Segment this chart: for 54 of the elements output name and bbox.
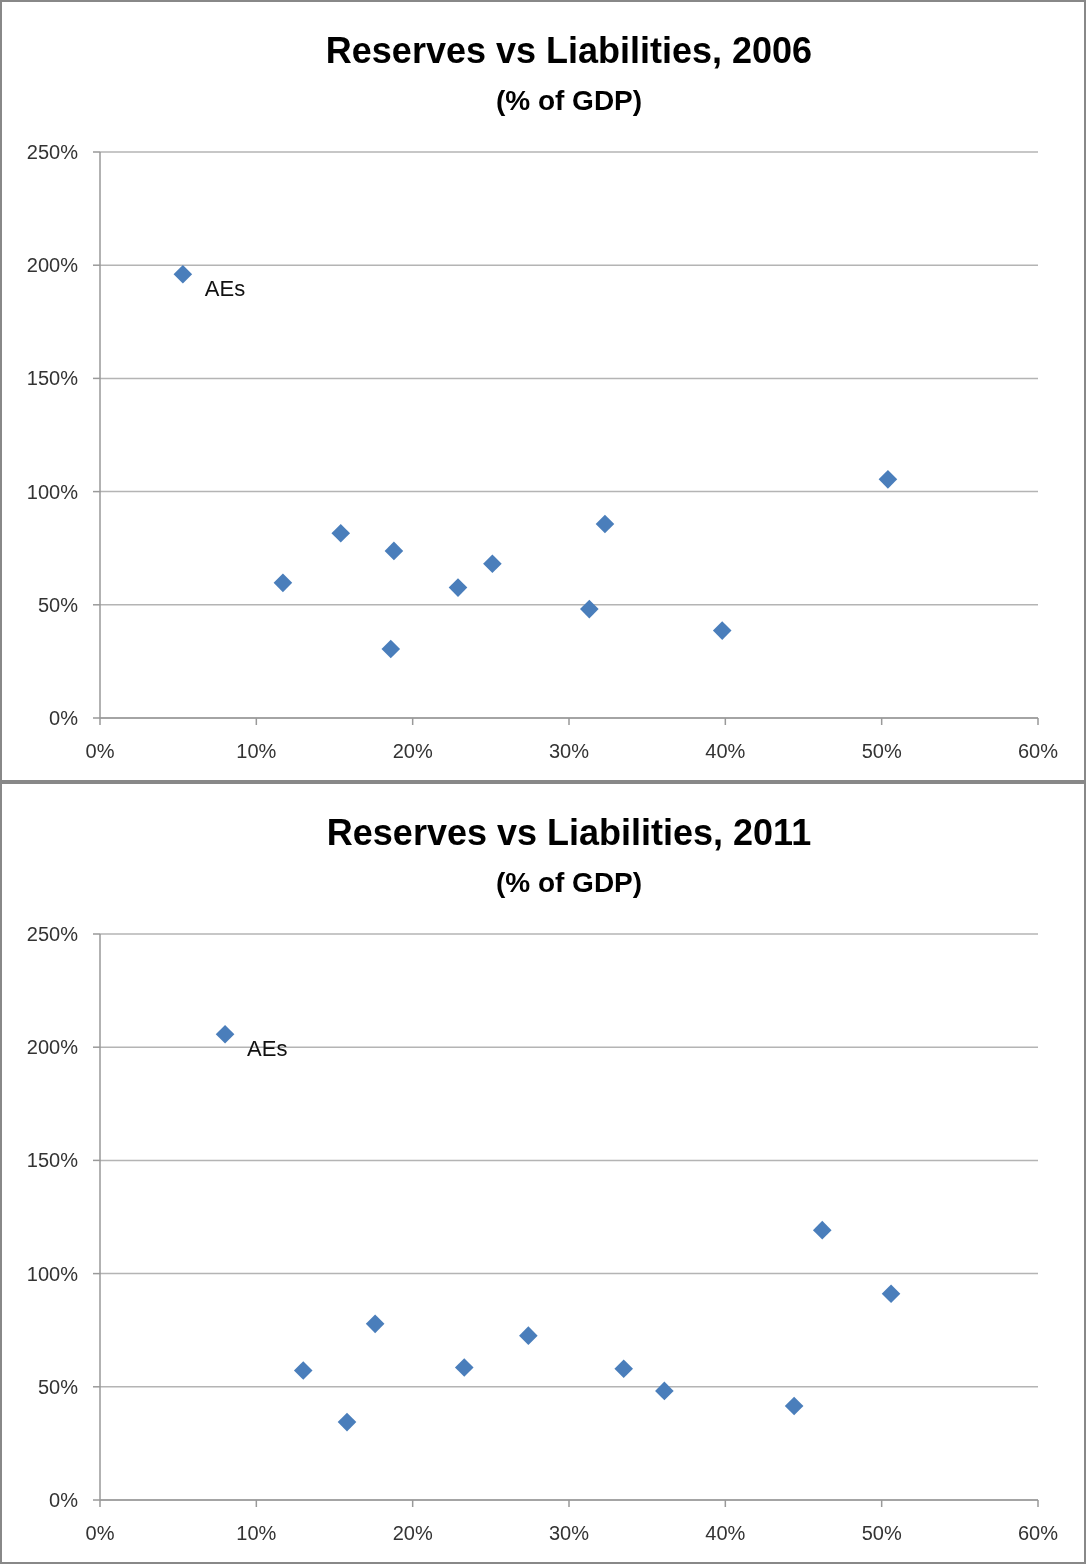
- annotation: AEs: [204, 276, 246, 302]
- x-tick-label: 40%: [705, 740, 746, 762]
- chart-title: Reserves vs Liabilities, 2011: [326, 812, 812, 853]
- x-tick-label: 10%: [236, 1522, 277, 1544]
- y-tick-label: 250%: [26, 923, 79, 945]
- point: [215, 1025, 235, 1044]
- x-tick-label: 0%: [85, 740, 115, 762]
- point: [381, 639, 401, 659]
- point: [595, 514, 615, 534]
- x-tick-label: 30%: [548, 740, 590, 762]
- y-tick-label: 50%: [37, 593, 79, 616]
- y-tick-label: 0%: [49, 1489, 79, 1511]
- point: [878, 470, 898, 489]
- x-tick-label: 60%: [1017, 1522, 1059, 1544]
- point: [614, 1359, 634, 1378]
- point: [337, 1412, 357, 1432]
- point: [580, 599, 599, 619]
- y-tick-label: 200%: [26, 1036, 79, 1059]
- x-tick-label: 50%: [861, 1522, 902, 1544]
- point: [519, 1326, 538, 1345]
- x-tick-label: 50%: [861, 740, 902, 762]
- x-tick-label: 20%: [392, 740, 433, 762]
- x-tick-label: 30%: [548, 1522, 590, 1544]
- y-tick-label: 100%: [26, 1262, 79, 1285]
- point: [812, 1220, 832, 1240]
- x-tick-label: 10%: [236, 740, 277, 762]
- point: [384, 541, 404, 561]
- y-tick-label: 100%: [26, 480, 79, 503]
- x-tick-label: 0%: [85, 1522, 115, 1544]
- chart-title: Reserves vs Liabilities, 2006: [325, 30, 813, 71]
- point: [483, 554, 502, 574]
- y-tick-label: 50%: [37, 1375, 79, 1398]
- point: [712, 621, 732, 640]
- point: [365, 1314, 385, 1334]
- annotation: AEs: [247, 1036, 288, 1062]
- x-tick-label: 60%: [1017, 740, 1059, 762]
- point: [273, 573, 293, 593]
- point: [454, 1358, 474, 1377]
- chart-subtitle: (% of GDP): [495, 867, 643, 898]
- chart-subtitle: (% of GDP): [495, 85, 643, 116]
- x-tick-label: 20%: [392, 1522, 433, 1544]
- y-tick-label: 0%: [49, 707, 79, 729]
- point: [655, 1381, 674, 1401]
- y-tick-label: 150%: [26, 1149, 79, 1172]
- y-tick-label: 200%: [26, 254, 79, 277]
- point: [293, 1361, 313, 1380]
- point: [331, 523, 351, 543]
- y-tick-label: 150%: [26, 367, 79, 390]
- x-tick-label: 40%: [705, 1522, 746, 1544]
- point: [784, 1396, 804, 1416]
- point: [173, 264, 193, 284]
- point: [881, 1284, 901, 1304]
- y-tick-label: 250%: [26, 141, 79, 163]
- point: [448, 578, 468, 597]
